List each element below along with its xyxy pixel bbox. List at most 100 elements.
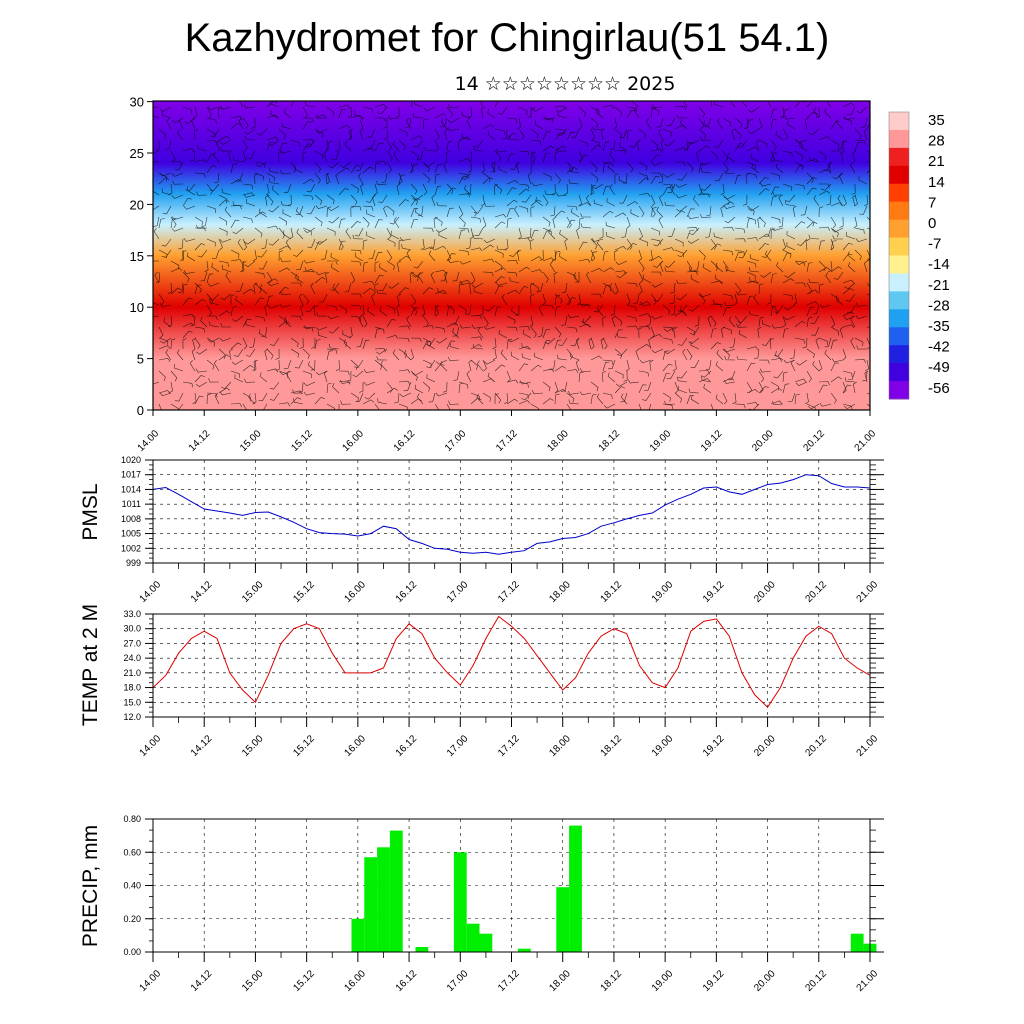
wind-barb xyxy=(310,359,316,371)
wind-barb xyxy=(551,183,556,195)
wind-barb xyxy=(850,161,856,174)
wind-barb xyxy=(424,146,436,152)
wind-barb xyxy=(793,293,798,306)
x-tick-label: 17.12 xyxy=(496,733,522,759)
wind-barb xyxy=(278,245,291,251)
wind-barb xyxy=(447,127,460,132)
wind-barb xyxy=(161,188,172,196)
wind-barb xyxy=(818,169,831,174)
wind-barb xyxy=(566,369,579,374)
wind-barb xyxy=(758,139,768,148)
wind-barb xyxy=(265,194,270,207)
y-tick-label: 20 xyxy=(130,197,144,212)
wind-barb xyxy=(676,113,688,119)
wind-barb xyxy=(352,370,364,378)
wind-barb xyxy=(543,116,556,121)
wind-barb xyxy=(159,172,172,177)
wind-barb xyxy=(326,194,335,205)
wind-barb xyxy=(508,135,520,141)
wind-barb xyxy=(390,230,400,240)
wind-barb xyxy=(842,324,855,329)
wind-barb xyxy=(815,337,820,350)
wind-barb xyxy=(323,370,328,383)
wind-barb xyxy=(852,381,857,394)
wind-barb xyxy=(197,249,208,258)
wind-barb xyxy=(367,128,376,138)
wind-barb xyxy=(782,249,792,259)
wind-barb xyxy=(350,249,362,255)
wind-barb xyxy=(266,271,273,283)
wind-barb xyxy=(466,370,472,383)
wind-barb xyxy=(564,238,569,251)
x-tick-label: 18.00 xyxy=(545,428,571,454)
wind-barb xyxy=(506,180,519,185)
wind-barb xyxy=(602,210,614,218)
wind-barb xyxy=(830,362,839,372)
wind-barb xyxy=(256,128,268,136)
wind-barb xyxy=(434,326,445,333)
wind-barb xyxy=(158,370,166,382)
wind-barb xyxy=(259,260,268,270)
wind-barb xyxy=(698,183,702,196)
wind-barb xyxy=(688,388,700,394)
wind-barb xyxy=(843,116,856,120)
wind-barb xyxy=(688,337,700,344)
wind-barb xyxy=(724,301,736,306)
wind-barb xyxy=(673,326,678,339)
wind-barb xyxy=(470,344,483,350)
wind-barb xyxy=(518,286,528,295)
wind-barb xyxy=(386,387,398,394)
wind-barb xyxy=(332,283,340,295)
wind-barb xyxy=(347,106,352,118)
wind-barb xyxy=(530,283,535,295)
wind-barb xyxy=(832,172,844,180)
y-tick-label: 27.0 xyxy=(123,638,141,648)
wind-barb xyxy=(166,117,172,130)
wind-barb xyxy=(376,289,388,295)
wind-barb xyxy=(218,199,230,207)
wind-barb xyxy=(265,183,270,196)
wind-barb xyxy=(766,101,772,108)
wind-barb xyxy=(626,161,634,173)
wind-barb xyxy=(283,183,292,193)
wind-barb xyxy=(527,172,532,185)
wind-barb xyxy=(842,102,855,108)
wind-barb xyxy=(690,359,700,369)
wind-barb xyxy=(470,397,482,405)
wind-barb xyxy=(563,183,568,195)
wind-barb xyxy=(566,205,578,211)
wind-barb xyxy=(698,249,706,261)
wind-barb xyxy=(772,400,784,406)
y-tick-label: 0.80 xyxy=(123,814,141,824)
wind-barb xyxy=(158,357,171,362)
wind-barb xyxy=(638,313,651,317)
wind-barb xyxy=(866,282,870,294)
wind-barb xyxy=(746,119,754,130)
wind-barb xyxy=(550,205,556,217)
wind-barb xyxy=(374,103,387,108)
wind-barb xyxy=(335,359,340,371)
wind-barb xyxy=(386,304,396,314)
wind-barb xyxy=(850,337,856,350)
wind-barb xyxy=(866,216,870,221)
wind-barb xyxy=(494,276,506,284)
wind-barb xyxy=(600,128,605,141)
x-tick-label: 14.12 xyxy=(187,428,213,454)
wind-barb xyxy=(806,111,818,119)
wind-barb xyxy=(290,337,299,348)
wind-barb xyxy=(388,282,400,289)
wind-barb xyxy=(734,117,743,128)
wind-barb xyxy=(728,316,736,328)
wind-barb xyxy=(449,342,460,350)
wind-barb xyxy=(376,356,388,361)
wind-barb xyxy=(286,370,292,383)
wind-barb xyxy=(354,227,364,237)
colorbar-label: 7 xyxy=(928,194,936,211)
wind-barb xyxy=(590,267,603,273)
wind-barb xyxy=(448,400,460,405)
wind-barb xyxy=(554,306,561,317)
wind-barb xyxy=(302,179,315,185)
wind-barb xyxy=(254,297,265,306)
wind-barb xyxy=(782,328,789,339)
wind-barb xyxy=(481,106,486,119)
